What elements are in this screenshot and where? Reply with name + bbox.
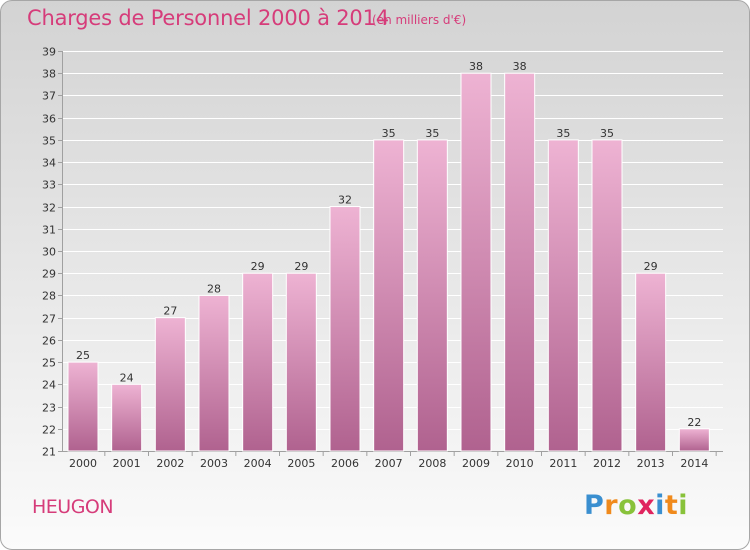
bar <box>416 139 448 452</box>
bar <box>111 383 143 452</box>
y-tick-label: 29 <box>42 268 56 281</box>
bar <box>460 72 492 452</box>
y-tick-label: 23 <box>42 402 56 415</box>
proxiti-logo: Proxiti <box>584 490 688 521</box>
y-tick-label: 31 <box>42 224 56 237</box>
bar-value-label: 28 <box>207 282 221 295</box>
y-tick-label: 27 <box>42 313 56 326</box>
logo-letter: o <box>618 490 638 521</box>
bar-value-label: 24 <box>120 371 134 384</box>
bars <box>67 72 710 452</box>
y-tick-label: 37 <box>42 90 56 103</box>
x-tick-label: 2012 <box>593 457 621 470</box>
y-tick-label: 28 <box>42 290 56 303</box>
y-tick-label: 22 <box>42 424 56 437</box>
x-tick-label: 2004 <box>244 457 272 470</box>
x-tick-label: 2006 <box>331 457 359 470</box>
logo-letter: P <box>584 490 605 521</box>
bar-value-label: 29 <box>251 260 265 273</box>
bar-value-label: 25 <box>76 349 90 362</box>
y-tick-label: 25 <box>42 357 56 370</box>
bar-value-label: 38 <box>469 60 483 73</box>
bar <box>198 294 230 452</box>
bar-value-label: 27 <box>163 305 177 318</box>
y-tick-label: 35 <box>42 135 56 148</box>
bar <box>678 428 710 452</box>
chart-subtitle: (en milliers d'€) <box>372 13 467 27</box>
y-tick-label: 21 <box>42 446 56 459</box>
bar <box>67 361 99 452</box>
y-tick-label: 30 <box>42 246 56 259</box>
y-tick-label: 36 <box>42 113 56 126</box>
x-tick-label: 2002 <box>156 457 184 470</box>
x-tick-label: 2014 <box>680 457 708 470</box>
bar-value-label: 29 <box>294 260 308 273</box>
bar <box>285 272 317 452</box>
bar <box>591 139 623 452</box>
bar-value-label: 22 <box>687 416 701 429</box>
x-tick-label: 2008 <box>418 457 446 470</box>
bar-value-label: 35 <box>382 127 396 140</box>
labels: 21 22 23 24 25 26 27 28 29 30 31 32 33 34 35 36 37 38 39 25… <box>42 46 708 471</box>
bar <box>504 72 536 452</box>
bar-value-label: 35 <box>425 127 439 140</box>
y-tick-label: 38 <box>42 68 56 81</box>
y-tick-label: 32 <box>42 202 56 215</box>
y-tick-label: 39 <box>42 46 56 59</box>
x-tick-label: 2013 <box>637 457 665 470</box>
bar-value-label: 35 <box>600 127 614 140</box>
bar <box>242 272 274 452</box>
x-tick-label: 2000 <box>69 457 97 470</box>
x-tick-label: 2007 <box>375 457 403 470</box>
y-tick-label: 34 <box>42 157 56 170</box>
logo-letter: r <box>604 490 619 521</box>
x-tick-label: 2005 <box>287 457 315 470</box>
x-tick-label: 2001 <box>113 457 141 470</box>
bar <box>154 317 186 452</box>
x-tick-label: 2010 <box>506 457 534 470</box>
x-tick-label: 2009 <box>462 457 490 470</box>
chart-title: Charges de Personnel 2000 à 2014 <box>27 6 389 30</box>
bar-value-label: 35 <box>556 127 570 140</box>
logo-letter: i <box>655 490 665 521</box>
bar <box>373 139 405 452</box>
bar <box>547 139 579 452</box>
x-tick-label: 2003 <box>200 457 228 470</box>
bar <box>329 206 361 452</box>
y-tick-label: 33 <box>42 179 56 192</box>
logo-letter: i <box>678 490 689 521</box>
y-tick-label: 26 <box>42 335 56 348</box>
commune-name: HEUGON <box>32 496 114 518</box>
bar-value-label: 32 <box>338 194 352 207</box>
bar-value-label: 29 <box>644 260 658 273</box>
logo-letter: t <box>664 490 679 521</box>
y-tick-label: 24 <box>42 379 56 392</box>
bar <box>635 272 667 452</box>
bar-value-label: 38 <box>513 60 527 73</box>
logo-letter: x <box>637 490 656 521</box>
x-tick-label: 2011 <box>549 457 577 470</box>
